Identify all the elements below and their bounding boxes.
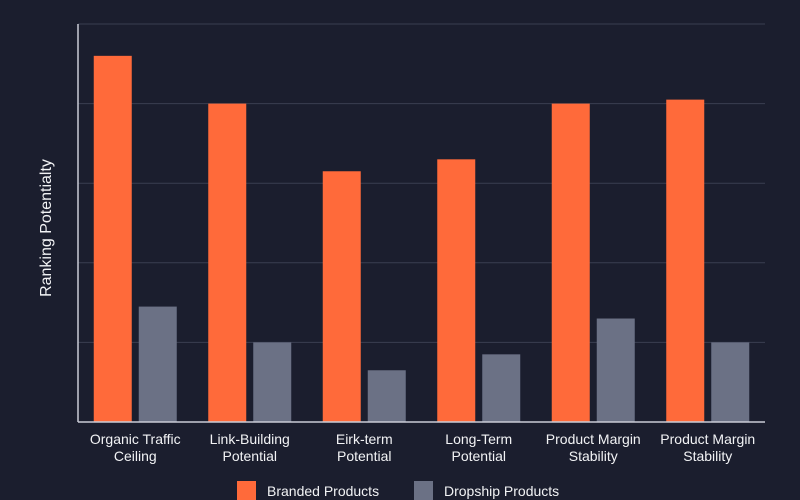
x-tick-label-line: Stability	[569, 448, 618, 464]
x-tick-label-line: Potential	[452, 448, 506, 464]
x-tick-label-line: Organic Traffic	[90, 431, 181, 447]
x-tick-label-line: Link-Building	[210, 431, 290, 447]
x-tick-label-line: Potential	[337, 448, 391, 464]
legend-label-branded: Branded Products	[267, 483, 379, 499]
bar-branded-2	[208, 103, 247, 422]
bar-dropship-6	[711, 342, 750, 422]
x-tick-label-line: Stability	[683, 448, 732, 464]
x-tick-label: Eirk-term Potential	[336, 431, 393, 464]
gridlines	[78, 23, 765, 343]
x-tick-label-line: Product Margin	[546, 431, 641, 447]
legend: Branded Products Dropship Products	[237, 481, 559, 500]
bar-branded-3	[322, 171, 361, 422]
axes	[77, 24, 765, 423]
bar-dropship-4	[482, 354, 521, 422]
bar-dropship-1	[138, 306, 177, 422]
bar-dropship-2	[253, 342, 292, 422]
bar-branded-4	[437, 159, 476, 422]
x-tick-label-line: Ceiling	[114, 448, 157, 464]
x-tick-label: Product Margin Stability	[546, 431, 641, 464]
bar-dropship-3	[367, 370, 406, 422]
bar-branded-5	[551, 103, 590, 422]
bar-branded-1	[93, 55, 132, 423]
x-tick-label-line: Eirk-term	[336, 431, 393, 447]
bars	[93, 55, 750, 423]
y-axis-title: Ranking Potentialty	[38, 159, 55, 297]
x-tick-label: Organic Traffic Ceiling	[90, 431, 181, 464]
x-tick-label: Link-Building Potential	[210, 431, 290, 464]
legend-swatch-dropship	[414, 481, 433, 500]
x-tick-label-line: Product Margin	[660, 431, 755, 447]
bar-branded-6	[666, 99, 705, 423]
x-tick-label-line: Potential	[223, 448, 277, 464]
x-tick-label: Product Margin Stability	[660, 431, 755, 464]
x-tick-label-line: Long-Term	[445, 431, 512, 447]
legend-swatch-branded	[237, 481, 256, 500]
legend-label-dropship: Dropship Products	[444, 483, 559, 499]
bar-dropship-5	[596, 318, 635, 422]
x-tick-label: Long-Term Potential	[445, 431, 512, 464]
